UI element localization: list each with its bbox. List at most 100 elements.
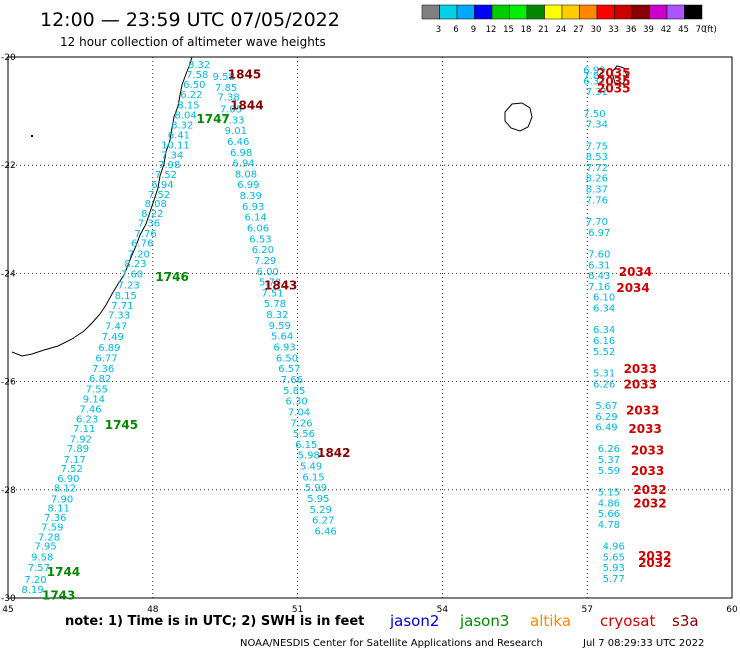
wave-height-label: 6.37 [583,76,605,87]
wave-height-label: 6.43 [588,271,610,282]
wave-height-label: 7.49 [102,332,124,343]
satellite-legend-jason3: jason3 [459,612,509,630]
wave-height-label: 7.76 [134,229,156,240]
wave-height-label: 6.49 [595,423,617,434]
wave-height-label: 4.96 [603,542,625,553]
wave-height-label: 5.98 [298,451,320,462]
pass-time-label: 1747 [196,112,229,126]
y-tick-label: -28 [1,486,16,496]
wave-height-label: 7.55 [86,385,108,396]
colorbar-swatch [439,4,458,20]
wave-height-label: 5.65 [603,552,625,563]
wave-height-label: 6.06 [247,223,269,234]
wave-height-label: 8.53 [586,152,608,163]
wave-height-label: 7.89 [67,444,89,455]
wave-height-label: 7.70 [586,217,608,228]
colorbar-swatch [684,4,703,20]
wave-height-label: 8.08 [235,169,257,180]
wave-height-label: 6.29 [595,412,617,423]
colorbar-tick-label: 6 [453,25,458,35]
satellite-legend-jason2: jason2 [389,612,439,630]
colorbar-tick-label: 12 [486,25,497,35]
wave-height-label: 7.66 [281,375,303,386]
pass-time-label: 1744 [47,565,80,579]
pass-time-label: 2032 [638,549,671,563]
colorbar-tick-label: 33 [608,25,619,35]
wave-height-label: 6.10 [593,293,615,304]
wave-height-label: 6.34 [593,304,615,315]
pass-time-label: 2032 [638,556,671,570]
wave-height-label: 5.73 [259,278,281,289]
wave-height-label: 5.66 [598,509,620,520]
colorbar-tick-label: 45 [678,25,689,35]
wave-height-label: 7.90 [51,495,73,506]
wave-height-label: 7.38 [217,93,239,104]
colorbar-swatch [649,4,668,20]
colorbar-swatch [456,4,475,20]
wave-height-label: 6.94 [232,159,254,170]
pass-time-label: 1746 [155,270,188,284]
wave-height-label: 6.93 [242,202,264,213]
x-tick-label: 54 [437,605,449,615]
y-tick-label: -22 [1,161,16,171]
wave-height-label: 7.17 [63,455,85,466]
chart-title: 12:00 — 23:59 UTC 07/05/2022 [40,9,340,31]
pass-time-label: 1743 [42,588,75,602]
x-tick-label: 60 [726,605,738,615]
satellite-legend-cryosat: cryosat [600,612,655,630]
wave-height-label: 7.46 [79,405,101,416]
wave-height-label: 7.34 [586,120,608,131]
wave-height-label: 6.89 [98,343,120,354]
wave-height-label: 7.57 [28,563,50,574]
wave-height-label: 7.59 [41,523,63,534]
wave-height-label: 6.97 [588,228,610,239]
wave-height-label: 5.15 [598,488,620,499]
wave-height-label: 6.23 [76,414,98,425]
wave-height-label: 8.08 [145,199,167,210]
wave-height-label: 6.27 [312,516,334,527]
pass-time-label: 1843 [264,278,297,292]
colorbar-swatch [596,4,615,20]
wave-height-label: 7.20 [128,249,150,260]
wave-height-label: 5.95 [307,494,329,505]
wave-height-label: 6.46 [314,526,336,537]
pass-time-label: 2033 [624,377,657,391]
x-tick-label: 45 [2,605,13,615]
pass-time-label: 1842 [317,446,350,460]
wave-height-label: 7.60 [588,249,610,260]
wave-height-label: 7.04 [288,407,310,418]
wave-height-label: 6.15 [302,472,324,483]
colorbar-swatch [526,4,545,20]
wave-height-label: 5.93 [603,563,625,574]
wave-height-label: 5.99 [305,483,327,494]
y-tick-label: -26 [1,378,16,388]
pass-time-label: 2035 [597,66,630,80]
wave-height-label: 5.49 [300,462,322,473]
wave-height-label: 8.32 [188,60,210,71]
wave-height-label: 6.53 [249,234,271,245]
wave-height-label: 8.12 [54,484,76,495]
colorbar-tick-label: 3 [436,25,441,35]
wave-height-label: 8.22 [141,209,163,220]
wave-height-label: 7.76 [586,195,608,206]
colorbar-swatch [614,4,633,20]
satellite-legend: jason2 jason3 altika cryosat s3a [389,612,699,630]
footer-note: note: 1) Time is in UTC; 2) SWH is in fe… [65,614,364,629]
colorbar-tick-label: 21 [538,25,549,35]
wave-height-label: 8.11 [48,504,70,515]
wave-height-label: 6.99 [583,66,605,77]
plot-frame [7,56,733,599]
wave-height-label: 9.14 [83,394,105,405]
pass-time-label: 2032 [633,496,666,510]
wave-height-label: 5.64 [271,332,293,343]
wave-height-label: 7.23 [118,280,140,291]
colorbar-tick-label: 39 [643,25,654,35]
colorbar-swatch [491,4,510,20]
wave-height-label: 5.78 [264,299,286,310]
wave-height-label: 5.59 [598,466,620,477]
colorbar-swatch [631,4,650,20]
wave-height-label: 6.76 [131,239,153,250]
colorbar-swatch [474,4,493,20]
